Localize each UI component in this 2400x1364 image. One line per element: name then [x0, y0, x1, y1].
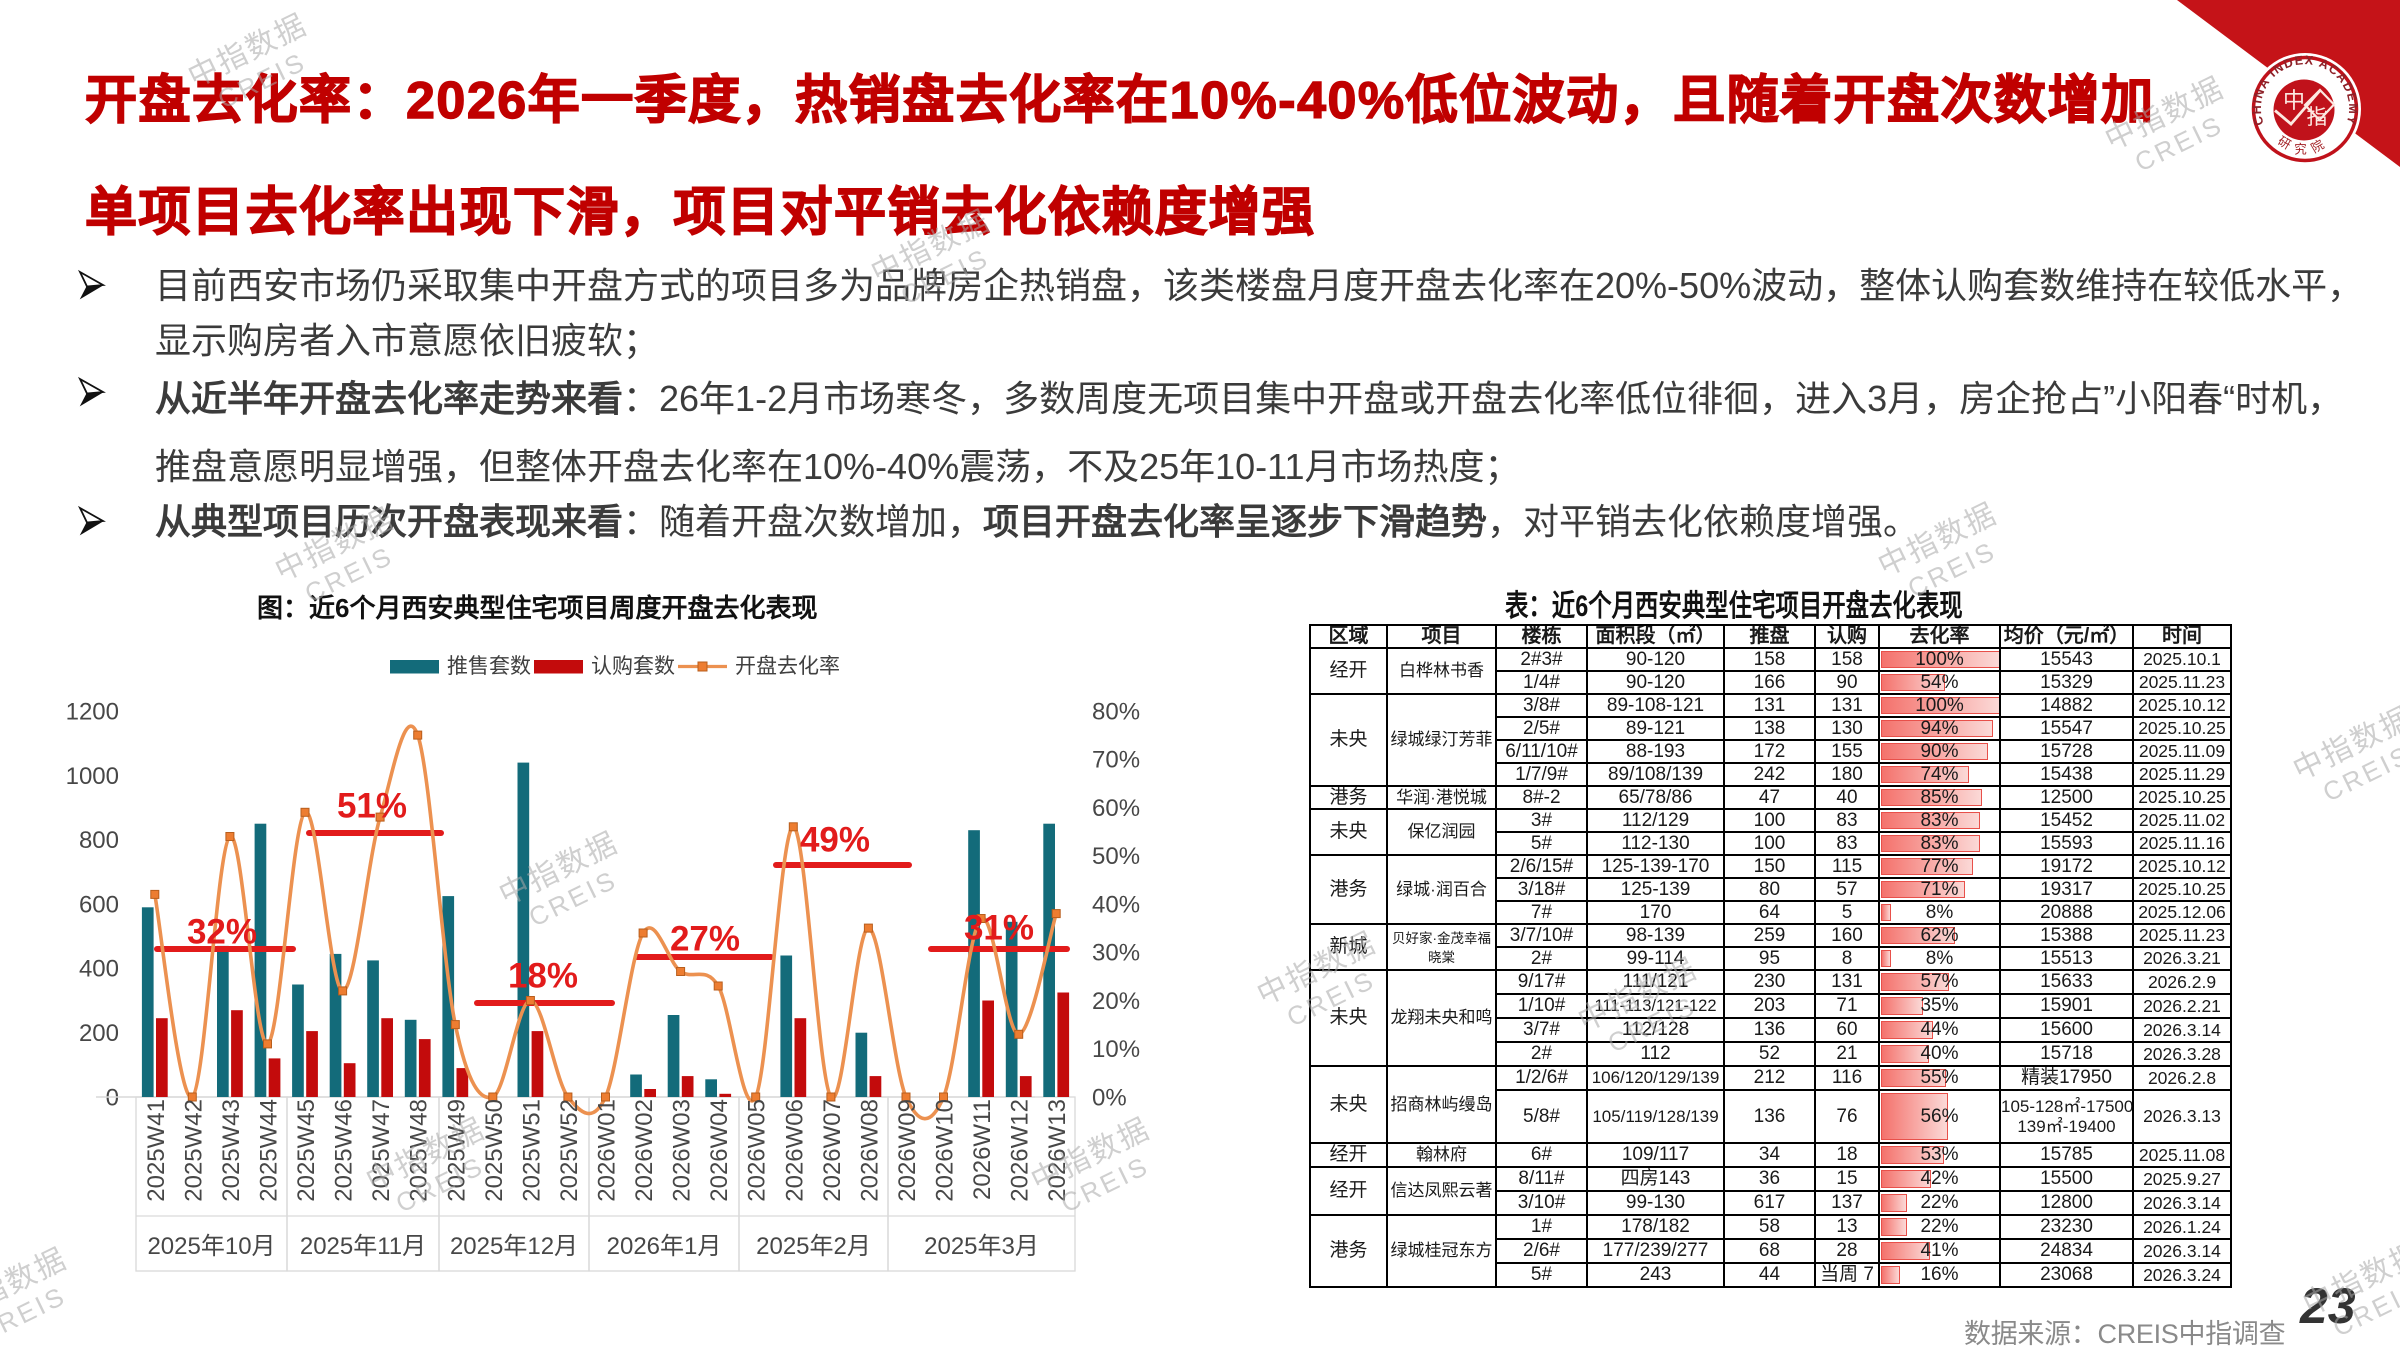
svg-text:2026W11: 2026W11	[969, 1099, 996, 1200]
svg-text:指: 指	[2307, 106, 2328, 129]
svg-text:0%: 0%	[1092, 1084, 1127, 1111]
svg-text:18%: 18%	[508, 956, 578, 995]
svg-text:600: 600	[79, 891, 119, 918]
svg-text:2025W48: 2025W48	[406, 1099, 433, 1202]
svg-text:2025W44: 2025W44	[256, 1099, 283, 1202]
svg-text:2025W52: 2025W52	[556, 1099, 583, 1202]
svg-text:1200: 1200	[66, 699, 119, 726]
svg-text:2026W07: 2026W07	[819, 1099, 846, 1202]
svg-text:400: 400	[79, 956, 119, 983]
svg-text:30%: 30%	[1092, 940, 1140, 967]
svg-text:2026W08: 2026W08	[856, 1099, 883, 1202]
svg-text:2025年11月: 2025年11月	[300, 1233, 426, 1260]
svg-text:2025W47: 2025W47	[368, 1099, 395, 1202]
svg-text:2026W09: 2026W09	[894, 1099, 921, 1202]
svg-text:认购套数: 认购套数	[591, 655, 675, 678]
svg-text:10%: 10%	[1092, 1036, 1140, 1063]
svg-text:31%: 31%	[964, 908, 1034, 947]
svg-text:50%: 50%	[1092, 843, 1140, 870]
svg-text:60%: 60%	[1092, 795, 1140, 822]
svg-text:推售套数: 推售套数	[447, 655, 531, 678]
svg-text:2026W13: 2026W13	[1044, 1099, 1071, 1202]
svg-text:2025年10月: 2025年10月	[147, 1233, 275, 1260]
svg-text:2026W12: 2026W12	[1007, 1099, 1034, 1202]
svg-text:2025W50: 2025W50	[481, 1099, 508, 1202]
svg-text:2025W43: 2025W43	[218, 1099, 245, 1202]
svg-text:2025W51: 2025W51	[518, 1099, 545, 1202]
svg-text:49%: 49%	[800, 820, 870, 859]
svg-text:40%: 40%	[1092, 891, 1140, 918]
svg-text:2026W04: 2026W04	[706, 1099, 733, 1202]
svg-text:2026W10: 2026W10	[932, 1099, 959, 1202]
svg-text:2025W46: 2025W46	[331, 1099, 358, 1202]
svg-text:2025W42: 2025W42	[180, 1099, 207, 1202]
svg-text:2026W01: 2026W01	[594, 1099, 621, 1202]
svg-text:2025W49: 2025W49	[443, 1099, 470, 1202]
svg-text:0: 0	[106, 1084, 119, 1111]
svg-text:2025年2月: 2025年2月	[756, 1233, 871, 1260]
svg-text:200: 200	[79, 1020, 119, 1047]
svg-text:中: 中	[2283, 88, 2305, 113]
svg-text:2025W41: 2025W41	[143, 1099, 170, 1202]
svg-text:2026W02: 2026W02	[631, 1099, 658, 1202]
svg-text:80%: 80%	[1092, 698, 1140, 725]
svg-text:51%: 51%	[337, 786, 407, 825]
svg-text:开盘去化率: 开盘去化率	[735, 655, 840, 678]
svg-text:2025年12月: 2025年12月	[450, 1233, 578, 1260]
svg-text:2026W06: 2026W06	[781, 1099, 808, 1202]
svg-text:2026年1月: 2026年1月	[607, 1233, 722, 1260]
svg-text:20%: 20%	[1092, 988, 1140, 1015]
svg-text:70%: 70%	[1092, 747, 1140, 774]
svg-text:2026W03: 2026W03	[669, 1099, 696, 1202]
svg-text:2026W05: 2026W05	[744, 1099, 771, 1202]
svg-text:2025年3月: 2025年3月	[924, 1233, 1039, 1260]
svg-text:2025W45: 2025W45	[293, 1099, 320, 1202]
svg-text:1000: 1000	[66, 763, 119, 790]
svg-text:800: 800	[79, 827, 119, 854]
svg-text:27%: 27%	[670, 919, 740, 958]
svg-text:32%: 32%	[187, 912, 257, 951]
